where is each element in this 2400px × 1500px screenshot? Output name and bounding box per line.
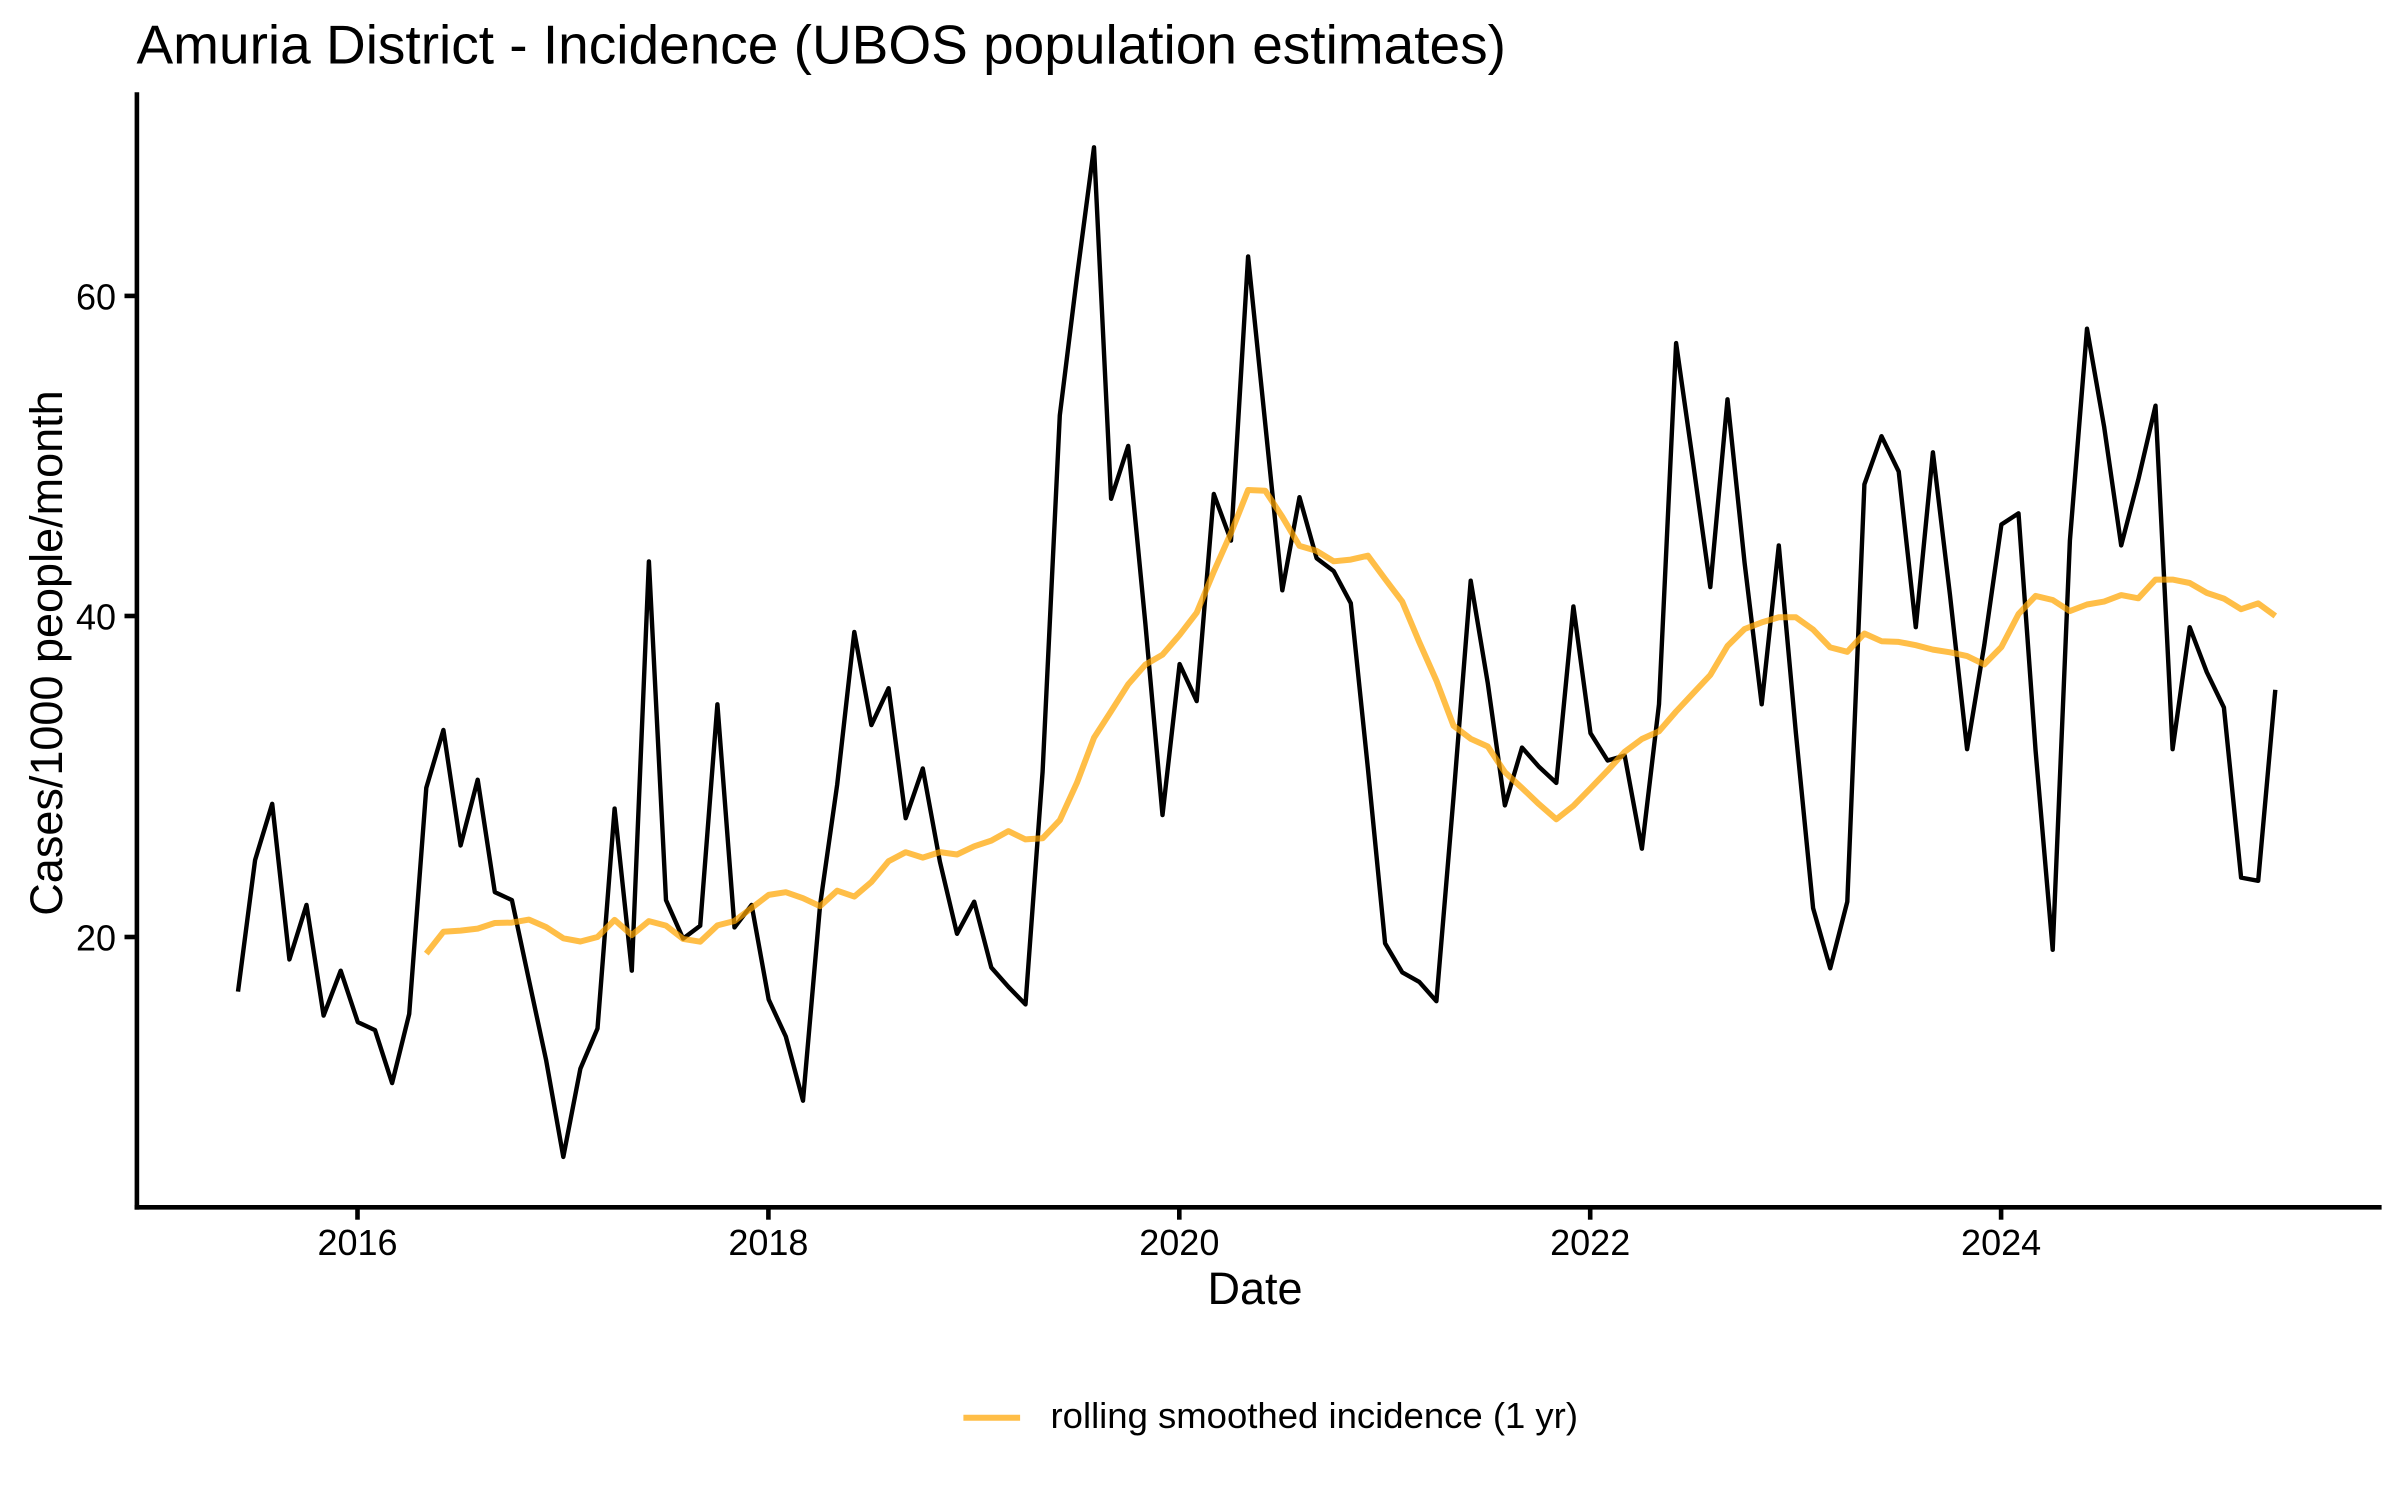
svg-text:60: 60 bbox=[76, 276, 116, 317]
svg-text:Cases/1000 people/month: Cases/1000 people/month bbox=[21, 390, 72, 915]
svg-text:20: 20 bbox=[76, 917, 116, 958]
svg-text:2018: 2018 bbox=[728, 1222, 808, 1263]
svg-text:2024: 2024 bbox=[1961, 1222, 2041, 1263]
svg-text:2022: 2022 bbox=[1550, 1222, 1630, 1263]
svg-text:Date: Date bbox=[1207, 1263, 1302, 1314]
svg-text:2016: 2016 bbox=[317, 1222, 397, 1263]
svg-text:rolling smoothed incidence (1: rolling smoothed incidence (1 yr) bbox=[1051, 1395, 1578, 1436]
svg-text:40: 40 bbox=[76, 596, 116, 637]
svg-text:Amuria District - Incidence (U: Amuria District - Incidence (UBOS popula… bbox=[137, 14, 1506, 76]
svg-text:2020: 2020 bbox=[1139, 1222, 1219, 1263]
